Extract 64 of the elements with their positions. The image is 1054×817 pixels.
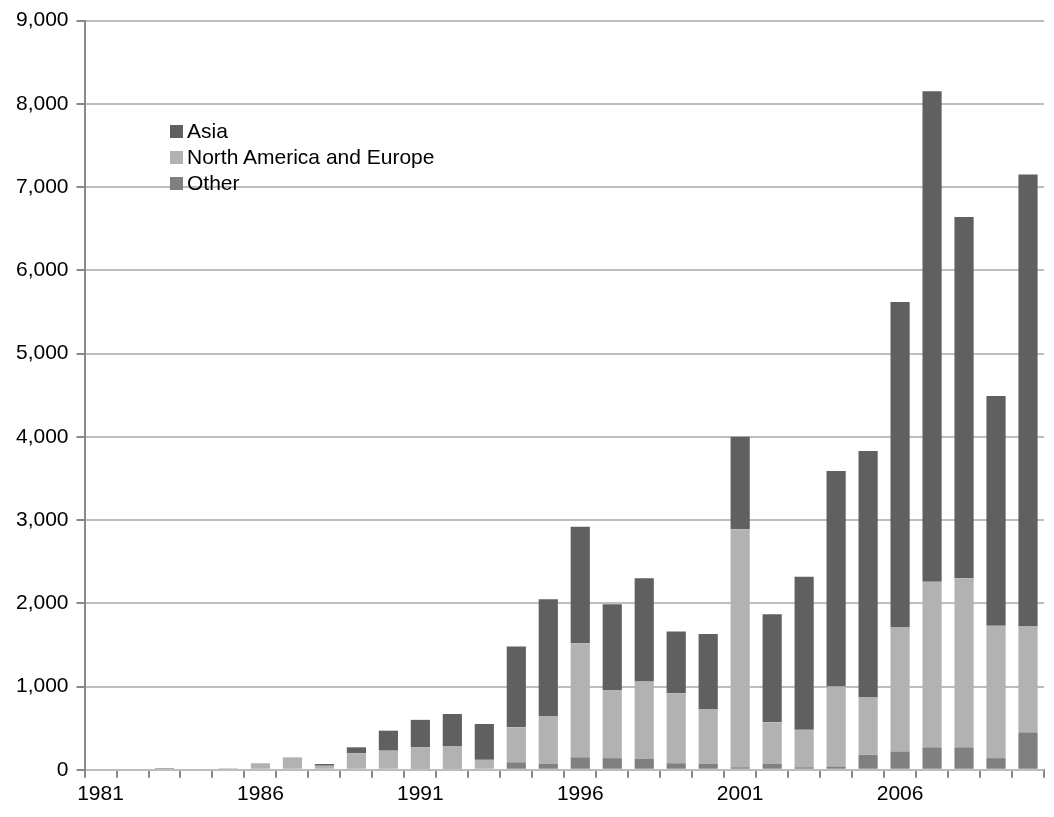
bar [858,754,878,769]
bar [346,747,366,754]
bar [986,396,1006,626]
bar [538,763,558,769]
y-tick-label: 0 [56,756,69,780]
bar [762,763,782,769]
y-tick-label: 2,000 [15,590,69,614]
bar [954,747,974,769]
bar [954,217,974,579]
bar [698,763,718,769]
bar [794,729,814,768]
bar [666,763,686,769]
bar [698,634,718,710]
bar [922,91,942,582]
bar [634,578,654,682]
bar [666,693,686,764]
y-tick-label: 3,000 [15,506,69,530]
y-tick-label: 1,000 [15,673,69,697]
legend-label: Other [187,171,240,195]
y-tick-label: 9,000 [15,7,69,31]
bar [506,762,526,769]
bar [826,470,846,687]
bar [1018,732,1038,769]
bar [570,757,590,769]
x-tick-label: 2001 [716,781,764,805]
bar [410,719,430,748]
bar [826,766,846,769]
bar [762,614,782,723]
y-tick-label: 4,000 [15,423,69,447]
y-tick-label: 6,000 [15,257,69,281]
x-tick-label: 1981 [77,781,124,805]
bar [570,526,590,644]
x-tick-label: 1986 [237,781,284,805]
bar [890,751,910,769]
legend-label: North America and Europe [187,145,435,169]
bar [922,747,942,769]
x-tick-label: 1991 [397,781,444,805]
bar [1018,174,1038,627]
bar [986,758,1006,769]
bar [666,631,686,694]
bar [858,697,878,755]
bar [794,576,814,730]
y-tick-label: 7,000 [15,173,69,197]
x-tick-label: 2006 [876,781,924,805]
bar [538,716,558,764]
x-tick-label: 1996 [556,781,604,805]
bar [858,450,878,698]
bar [538,599,558,717]
bar [474,724,494,760]
bar [730,436,750,530]
bar [762,722,782,764]
bar [602,604,622,690]
y-tick-label: 5,000 [15,340,69,364]
bar [442,714,462,747]
y-tick-label: 8,000 [15,90,69,114]
bar [634,758,654,769]
bar [698,709,718,764]
bar [506,727,526,763]
bar [602,758,622,769]
legend-label: Asia [187,119,228,143]
bar [602,689,622,759]
bar [506,646,526,728]
bar [378,730,398,751]
bar [890,301,910,628]
